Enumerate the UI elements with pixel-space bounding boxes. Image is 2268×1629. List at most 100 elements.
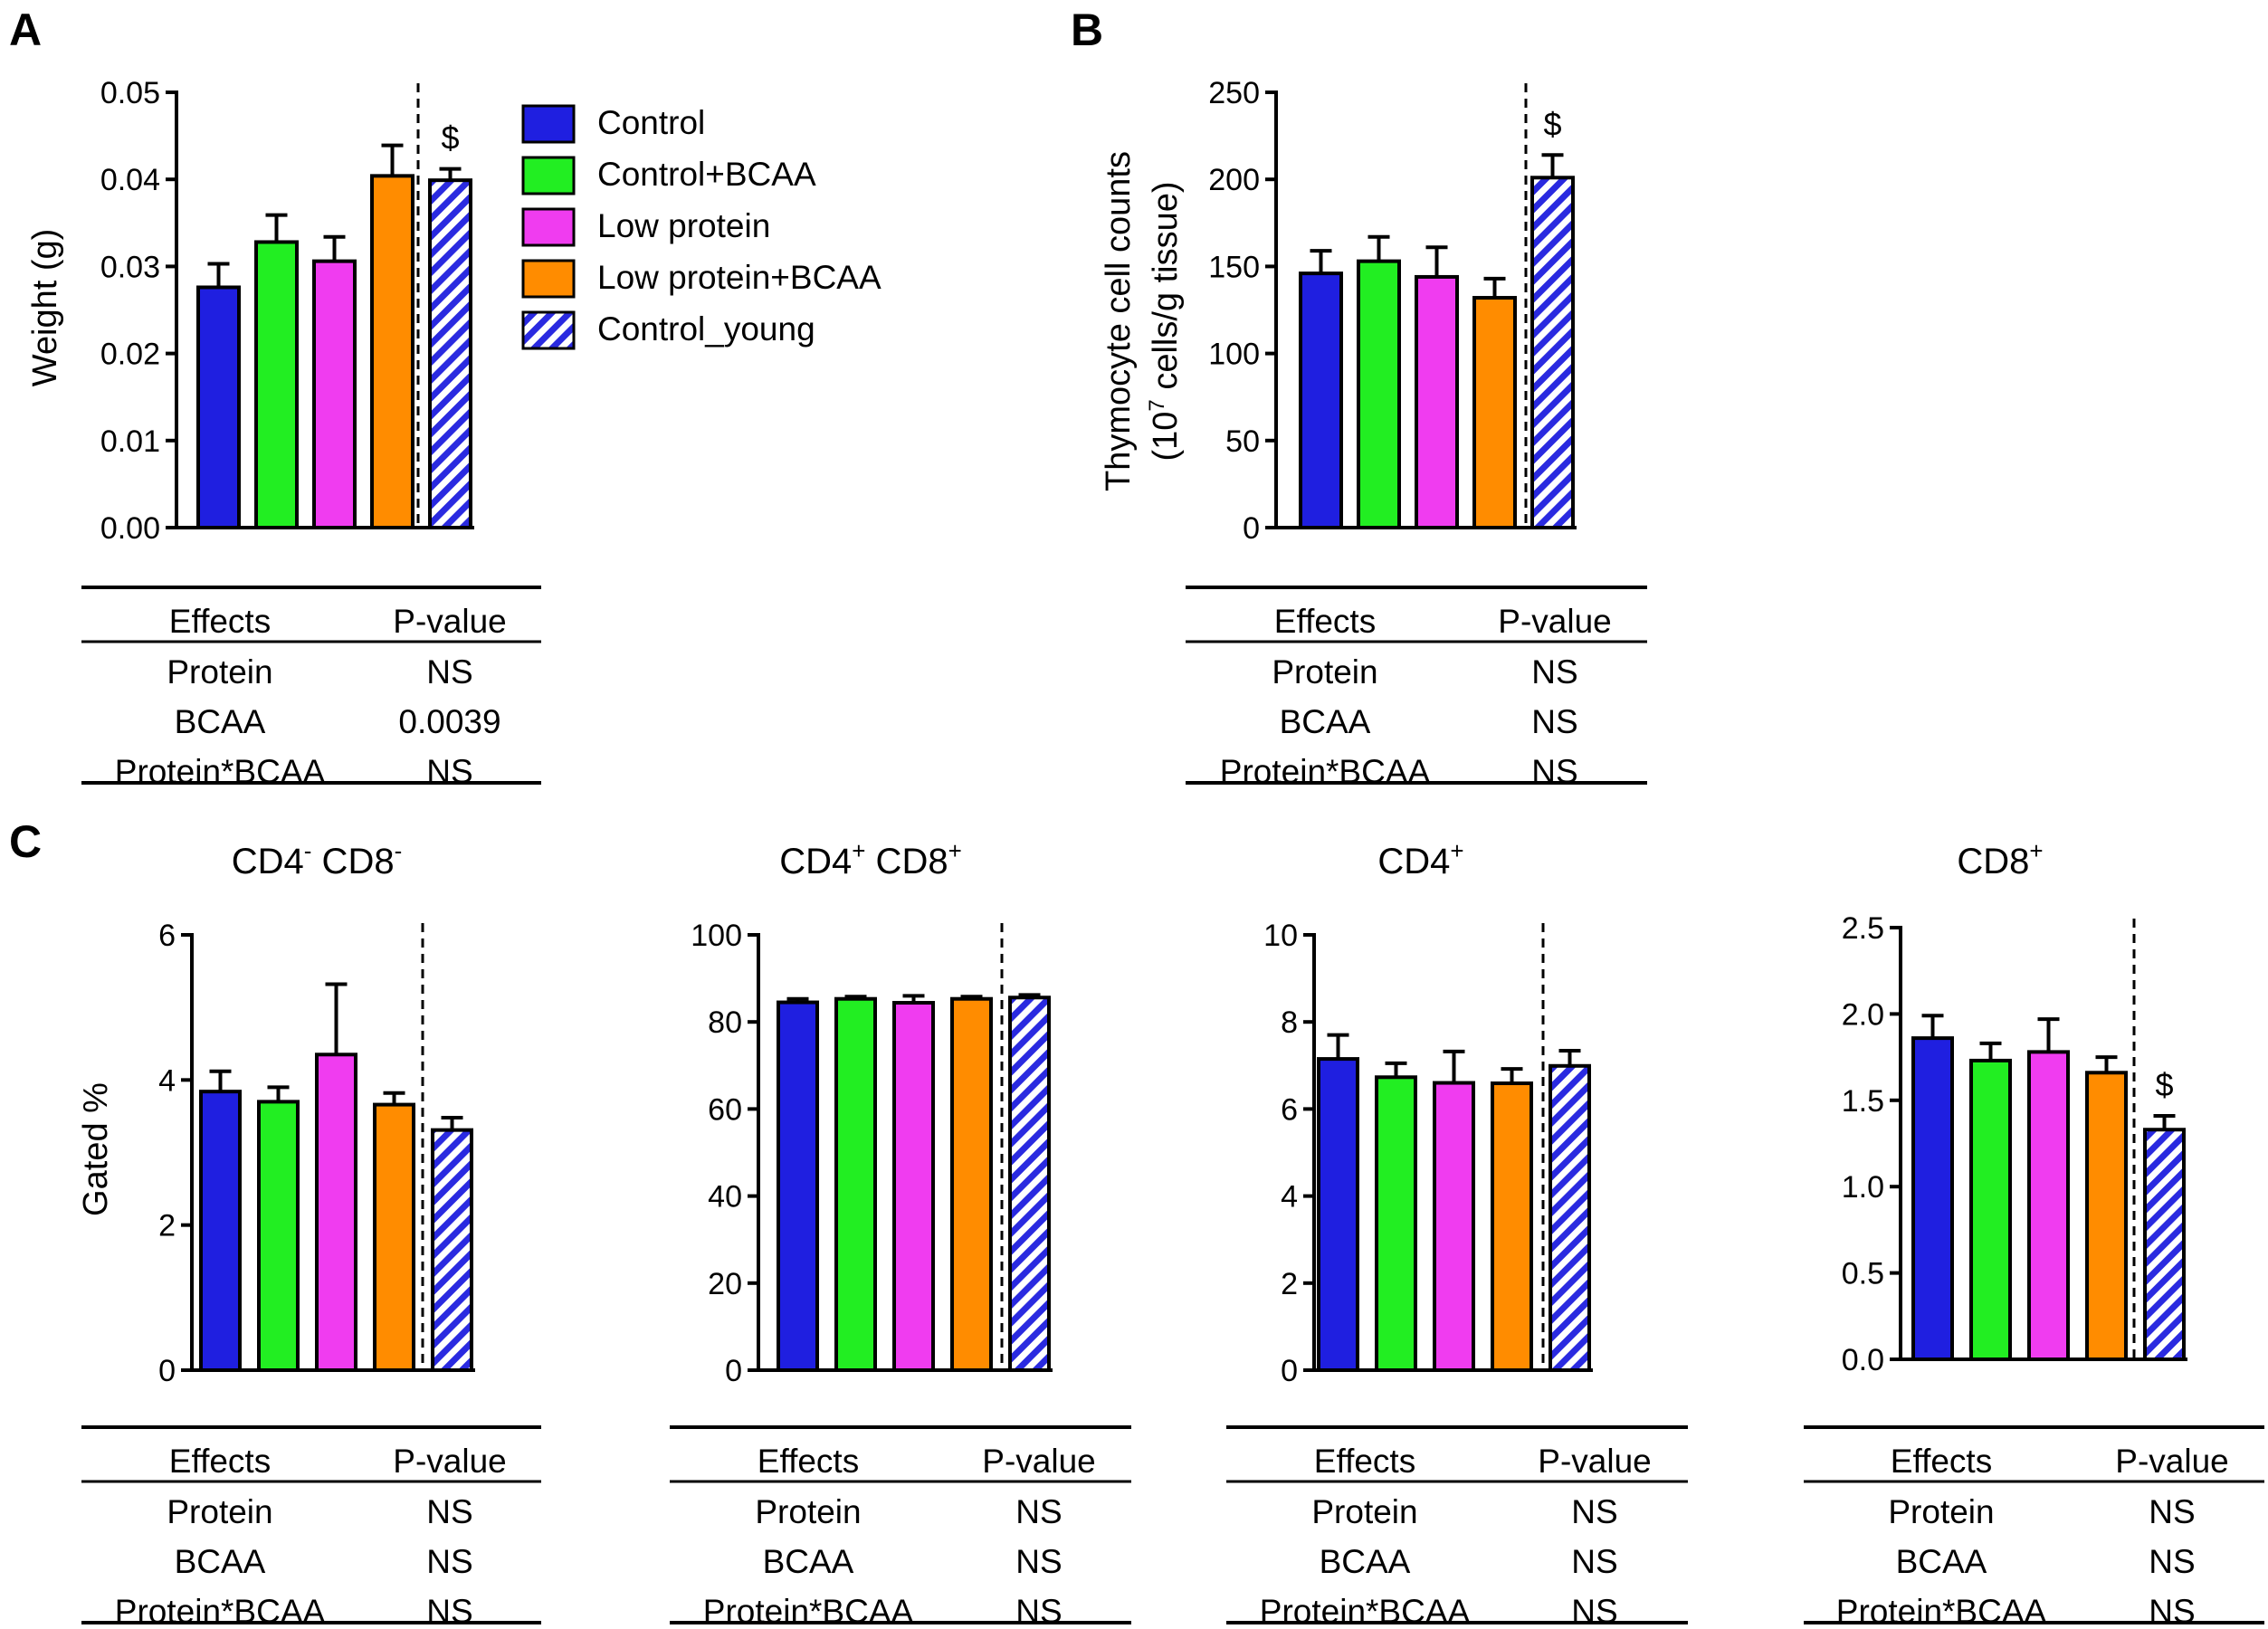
y-tick-label-c4: 0.0	[1842, 1343, 1884, 1377]
bar-c1-control-bcaa	[257, 1100, 300, 1372]
bar-a-low-protein	[312, 259, 357, 529]
table-cell-effect-a: BCAA	[175, 703, 266, 740]
chart-c4: 0.0 0.5 1.0 1.5 2.0 2.5 $	[1842, 911, 2187, 1377]
legend-label-low-protein-bcaa: Low protein+BCAA	[597, 259, 881, 296]
legend: Control Control+BCAA Low protein Low pro…	[521, 104, 881, 350]
legend-item-low-protein: Low protein	[521, 207, 770, 247]
bar-c4-low-protein-bcaa	[2085, 1071, 2128, 1361]
bar-c3-low-protein-bcaa	[1491, 1081, 1533, 1372]
legend-item-control-bcaa: Control+BCAA	[521, 156, 816, 195]
bar-a-control-bcaa	[254, 240, 299, 529]
chart-b: 0 50 100 150 200 250 $	[1208, 76, 1577, 546]
chart-c1: 0 2 4 6	[158, 919, 475, 1388]
table-cell-pvalue-b: NS	[1531, 653, 1577, 691]
bar-c2-low-protein-bcaa	[950, 996, 993, 1373]
table-cell-effect-c2: BCAA	[763, 1543, 854, 1580]
legend-swatch-control-bcaa	[521, 156, 576, 195]
y-tick-label-c2: 20	[708, 1267, 742, 1301]
y-axis-label-b-line2: (107 cells/g tissue)	[1145, 181, 1185, 461]
significance-marker-c4: $	[2155, 1066, 2173, 1103]
panel-label-a: A	[9, 5, 42, 55]
y-tick-label-c2: 0	[725, 1354, 742, 1388]
table-cell-pvalue-c3: NS	[1571, 1543, 1617, 1580]
y-tick-label-a: 0.02	[100, 338, 160, 372]
y-tick-label-a: 0.05	[100, 76, 160, 110]
bar-c4-low-protein	[2027, 1050, 2070, 1361]
bar-c4-control-bcaa	[1969, 1058, 2012, 1362]
table-header-pvalue-b: P-value	[1498, 603, 1611, 640]
bar-b-control	[1299, 272, 1343, 529]
bar-a-control	[196, 285, 241, 529]
y-tick-label-c1: 6	[158, 919, 176, 953]
bar-c4-control	[1911, 1036, 1954, 1362]
table-cell-pvalue-c1: NS	[426, 1543, 472, 1580]
y-tick-label-c1: 2	[158, 1209, 176, 1243]
table-cell-effect-c1: Protein	[167, 1493, 272, 1530]
table-header-effects-c4: Effects	[1891, 1443, 1992, 1480]
panel-label-c: C	[9, 816, 42, 867]
bar-c3-control	[1317, 1057, 1359, 1372]
table-header-effects-a: Effects	[169, 603, 271, 640]
table-header-effects-c2: Effects	[758, 1443, 859, 1480]
bar-c3-low-protein	[1433, 1081, 1475, 1373]
bar-c1-low-protein-bcaa	[373, 1102, 415, 1372]
table-cell-effect-c1: BCAA	[175, 1543, 266, 1580]
table-cell-pvalue-c1: NS	[426, 1493, 472, 1530]
y-tick-label-c3: 8	[1281, 1005, 1298, 1040]
bar-b-control-young	[1530, 176, 1575, 529]
chart-a: 0.00 0.01 0.02 0.03 0.04 0.05 $	[100, 76, 474, 546]
y-tick-label-c2: 80	[708, 1005, 742, 1040]
panel-label-b: B	[1071, 5, 1103, 55]
bar-c4-control-young	[2143, 1128, 2186, 1361]
legend-item-control: Control	[521, 104, 705, 144]
bar-c2-control-young	[1008, 996, 1051, 1373]
title-c3: CD4+	[1377, 837, 1463, 881]
y-tick-label-b: 50	[1225, 424, 1260, 459]
y-tick-label-c3: 6	[1281, 1092, 1298, 1127]
y-tick-label-b: 150	[1208, 250, 1260, 284]
y-tick-label-c4: 0.5	[1842, 1257, 1884, 1291]
bar-c3-control-young	[1549, 1063, 1591, 1372]
y-axis-label-c1: Gated %	[77, 1082, 115, 1216]
legend-swatch-low-protein	[521, 207, 576, 247]
chart-c2: 0 20 40 60 80 100	[691, 919, 1053, 1388]
legend-label-control-young: Control_young	[597, 310, 815, 348]
legend-swatch-low-protein-bcaa	[521, 259, 576, 299]
title-c4: CD8+	[1957, 837, 2043, 881]
y-tick-label-c2: 60	[708, 1092, 742, 1127]
table-header-pvalue-c2: P-value	[982, 1443, 1095, 1480]
y-axis-label-a: Weight (g)	[26, 229, 64, 387]
bar-b-control-bcaa	[1357, 259, 1401, 529]
y-tick-label-a: 0.01	[100, 424, 160, 459]
chart-c3: 0 2 4 6 8 10	[1263, 919, 1593, 1388]
title-c2: CD4+ CD8+	[779, 837, 962, 881]
legend-swatch-control-young	[521, 310, 576, 350]
table-header-effects-c1: Effects	[169, 1443, 271, 1480]
table-header-pvalue-c1: P-value	[393, 1443, 506, 1480]
table-cell-pvalue-c3: NS	[1571, 1493, 1617, 1530]
table-cell-effect-b: BCAA	[1280, 703, 1371, 740]
y-tick-label-c4: 1.0	[1842, 1170, 1884, 1205]
bar-c2-low-protein	[892, 1001, 935, 1372]
significance-marker-b: $	[1543, 105, 1561, 142]
y-tick-label-a: 0.04	[100, 163, 160, 197]
y-tick-label-a: 0.00	[100, 511, 160, 546]
legend-label-low-protein: Low protein	[597, 207, 770, 244]
y-tick-label-a: 0.03	[100, 250, 160, 284]
legend-label-control-bcaa: Control+BCAA	[597, 156, 816, 193]
legend-label-control: Control	[597, 104, 705, 141]
y-tick-label-c3: 2	[1281, 1267, 1298, 1301]
table-cell-pvalue-c2: NS	[1015, 1493, 1062, 1530]
bar-a-control-young	[428, 178, 472, 530]
legend-item-control-young: Control_young	[521, 310, 815, 350]
y-tick-label-c3: 4	[1281, 1180, 1298, 1215]
table-cell-effect-c4: Protein	[1888, 1493, 1994, 1530]
bar-b-low-protein	[1415, 274, 1459, 529]
table-header-effects-b: Effects	[1274, 603, 1376, 640]
y-tick-label-b: 200	[1208, 163, 1260, 197]
table-cell-effect-c3: BCAA	[1320, 1543, 1411, 1580]
